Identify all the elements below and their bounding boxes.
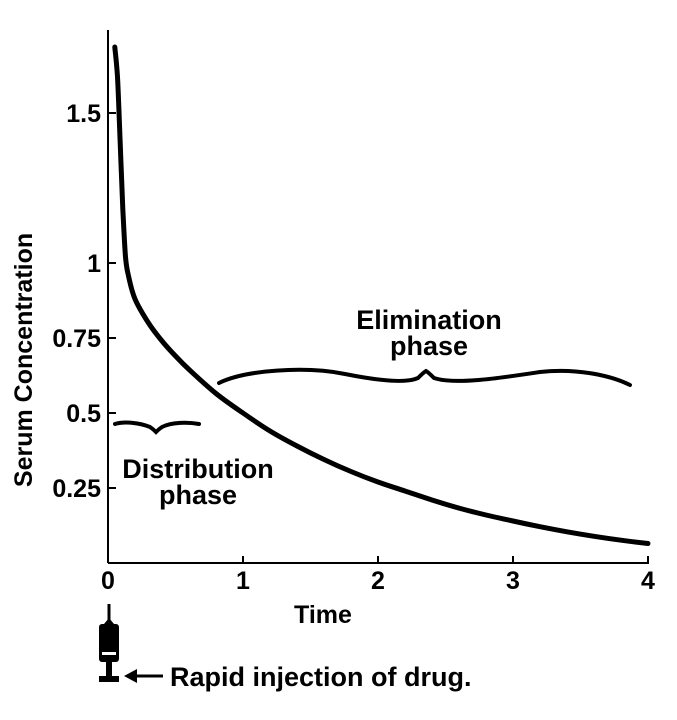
elimination-phase-label-line2: phase [390, 331, 468, 361]
elimination-phase-label-line1: Elimination [356, 305, 502, 335]
distribution-brace [113, 420, 201, 435]
injection-label: Rapid injection of drug. [170, 662, 471, 692]
ticks [107, 112, 649, 563]
distribution-phase-label-line1: Distribution [122, 454, 273, 484]
tick-labels: 0 1 2 3 4 0.25 0.5 0.75 1 1.5 [52, 100, 655, 595]
concentration-curve [112, 44, 651, 546]
left-arrow-icon [124, 669, 163, 683]
x-tick-label: 0 [101, 567, 115, 595]
y-tick-label: 1.5 [66, 100, 101, 128]
y-tick-label: 0.75 [52, 325, 101, 353]
y-tick-label: 0.25 [52, 475, 101, 503]
distribution-phase-label-line2: phase [159, 480, 237, 510]
x-tick-label: 2 [371, 567, 385, 595]
x-tick-label: 1 [236, 567, 250, 595]
elimination-brace [217, 367, 632, 387]
y-tick-label: 1 [87, 250, 101, 278]
x-tick-label: 4 [641, 567, 655, 595]
x-axis-title: Time [294, 601, 352, 629]
y-axis-title: Serum Concentration [10, 233, 38, 487]
y-tick-label: 0.5 [66, 400, 101, 428]
syringe-icon [99, 604, 119, 682]
x-tick-label: 3 [506, 567, 520, 595]
